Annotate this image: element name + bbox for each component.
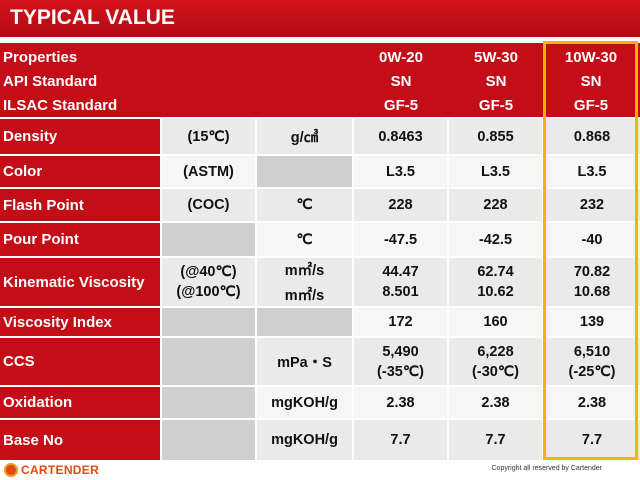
condition-40c: (@40℃) [180, 264, 237, 280]
grade-10w30-ilsac: GF-5 [573, 97, 609, 114]
table-header: Properties API Standard ILSAC Standard 0… [0, 43, 640, 117]
value-100c: 8.501 [382, 284, 419, 300]
value-100c: 10.68 [573, 284, 611, 300]
value-5w30: 62.74 10.62 [449, 258, 542, 306]
value-5w30: 228 [449, 189, 542, 221]
value-10w30: 70.82 10.68 [544, 258, 640, 306]
value-0w20: 44.47 8.501 [354, 258, 447, 306]
row-condition: (ASTM) [162, 156, 255, 187]
grade-5w30-api: SN [485, 73, 507, 90]
value-40c: 62.74 [477, 264, 514, 280]
brand-name: CARTENDER [21, 463, 100, 477]
table-row-density: Density (15℃) g/㎤ 0.8463 0.855 0.868 [0, 119, 640, 154]
row-condition [162, 420, 255, 460]
row-label: Kinematic Viscosity [0, 258, 160, 306]
row-condition: (@40℃) (@100℃) [162, 258, 255, 306]
grade-5w30: 5W-30 [474, 49, 518, 66]
row-label: Density [0, 119, 160, 154]
page-title: TYPICAL VALUE [0, 0, 640, 37]
value-10w30: 139 [544, 308, 640, 336]
row-unit [257, 156, 352, 187]
row-label: Pour Point [0, 223, 160, 256]
row-unit: ℃ [257, 223, 352, 256]
row-condition [162, 308, 255, 336]
unit-100c: m㎡/s [284, 288, 325, 304]
row-condition [162, 387, 255, 418]
row-unit: m㎡/s m㎡/s [257, 258, 352, 306]
value-10w30: 2.38 [544, 387, 640, 418]
value-10w30: 7.7 [544, 420, 640, 460]
value-0w20: 0.8463 [354, 119, 447, 154]
copyright-text: Copyright all reserved by Cartender [491, 465, 603, 472]
value-40c: 70.82 [573, 264, 611, 280]
row-condition [162, 338, 255, 385]
condition-100c: (@100℃) [176, 284, 241, 300]
ccs-temperature: (-25℃) [568, 363, 616, 380]
row-condition: (15℃) [162, 119, 255, 154]
row-unit: mgKOH/g [257, 387, 352, 418]
value-5w30: 160 [449, 308, 542, 336]
row-label: Flash Point [0, 189, 160, 221]
table-row-oxidation: Oxidation mgKOH/g 2.38 2.38 2.38 [0, 387, 640, 418]
value-0w20: -47.5 [354, 223, 447, 256]
value-0w20: 228 [354, 189, 447, 221]
ccs-temperature: (-35℃) [377, 363, 424, 380]
row-unit: ℃ [257, 189, 352, 221]
table-row-color: Color (ASTM) L3.5 L3.5 L3.5 [0, 156, 640, 187]
row-unit [257, 308, 352, 336]
footer: CARTENDER Copyright all reserved by Cart… [0, 460, 640, 480]
value-5w30: L3.5 [449, 156, 542, 187]
grade-0w20-api: SN [390, 73, 412, 90]
ccs-temperature: (-30℃) [472, 363, 519, 380]
brand-mark-icon [4, 463, 18, 477]
ccs-value: 5,490 [382, 343, 419, 360]
table-row-viscosity-index: Viscosity Index 172 160 139 [0, 308, 640, 336]
table-row-pour-point: Pour Point ℃ -47.5 -42.5 -40 [0, 223, 640, 256]
row-label: Base No [0, 420, 160, 460]
value-10w30: 0.868 [544, 119, 640, 154]
table-row-flash-point: Flash Point (COC) ℃ 228 228 232 [0, 189, 640, 221]
row-unit: mPa・S [257, 338, 352, 385]
row-label: Viscosity Index [0, 308, 160, 336]
api-standard-header: API Standard [3, 73, 98, 90]
brand-logo: CARTENDER [4, 463, 99, 477]
value-5w30: 2.38 [449, 387, 542, 418]
row-label: Oxidation [0, 387, 160, 418]
value-10w30: -40 [544, 223, 640, 256]
row-unit: g/㎤ [257, 119, 352, 154]
grade-10w30-api: SN [580, 73, 602, 90]
table-row-base-no: Base No mgKOH/g 7.7 7.7 7.7 [0, 420, 640, 460]
ccs-value: 6,510 [573, 343, 611, 360]
value-40c: 44.47 [382, 264, 419, 280]
title-divider [0, 37, 640, 43]
value-5w30: -42.5 [449, 223, 542, 256]
grade-10w30: 10W-30 [564, 49, 618, 66]
unit-40c: m㎡/s [284, 263, 325, 279]
value-5w30: 7.7 [449, 420, 542, 460]
row-condition: (COC) [162, 189, 255, 221]
value-10w30: 232 [544, 189, 640, 221]
row-condition [162, 223, 255, 256]
value-5w30: 0.855 [449, 119, 542, 154]
value-100c: 10.62 [477, 284, 514, 300]
grade-0w20: 0W-20 [379, 49, 423, 66]
value-10w30: L3.5 [544, 156, 640, 187]
value-0w20: L3.5 [354, 156, 447, 187]
ccs-value: 6,228 [477, 343, 514, 360]
properties-header: Properties [3, 49, 78, 66]
table-row-kinematic-viscosity: Kinematic Viscosity (@40℃) (@100℃) m㎡/s … [0, 258, 640, 306]
grade-0w20-ilsac: GF-5 [383, 97, 419, 114]
value-0w20: 2.38 [354, 387, 447, 418]
value-5w30: 6,228 (-30℃) [449, 338, 542, 385]
row-label: Color [0, 156, 160, 187]
value-0w20: 172 [354, 308, 447, 336]
table-row-ccs: CCS mPa・S 5,490 (-35℃) 6,228 (-30℃) 6,51… [0, 338, 640, 385]
grade-5w30-ilsac: GF-5 [478, 97, 514, 114]
row-label: CCS [0, 338, 160, 385]
ilsac-standard-header: ILSAC Standard [3, 97, 118, 114]
value-0w20: 7.7 [354, 420, 447, 460]
row-unit: mgKOH/g [257, 420, 352, 460]
value-0w20: 5,490 (-35℃) [354, 338, 447, 385]
value-10w30: 6,510 (-25℃) [544, 338, 640, 385]
